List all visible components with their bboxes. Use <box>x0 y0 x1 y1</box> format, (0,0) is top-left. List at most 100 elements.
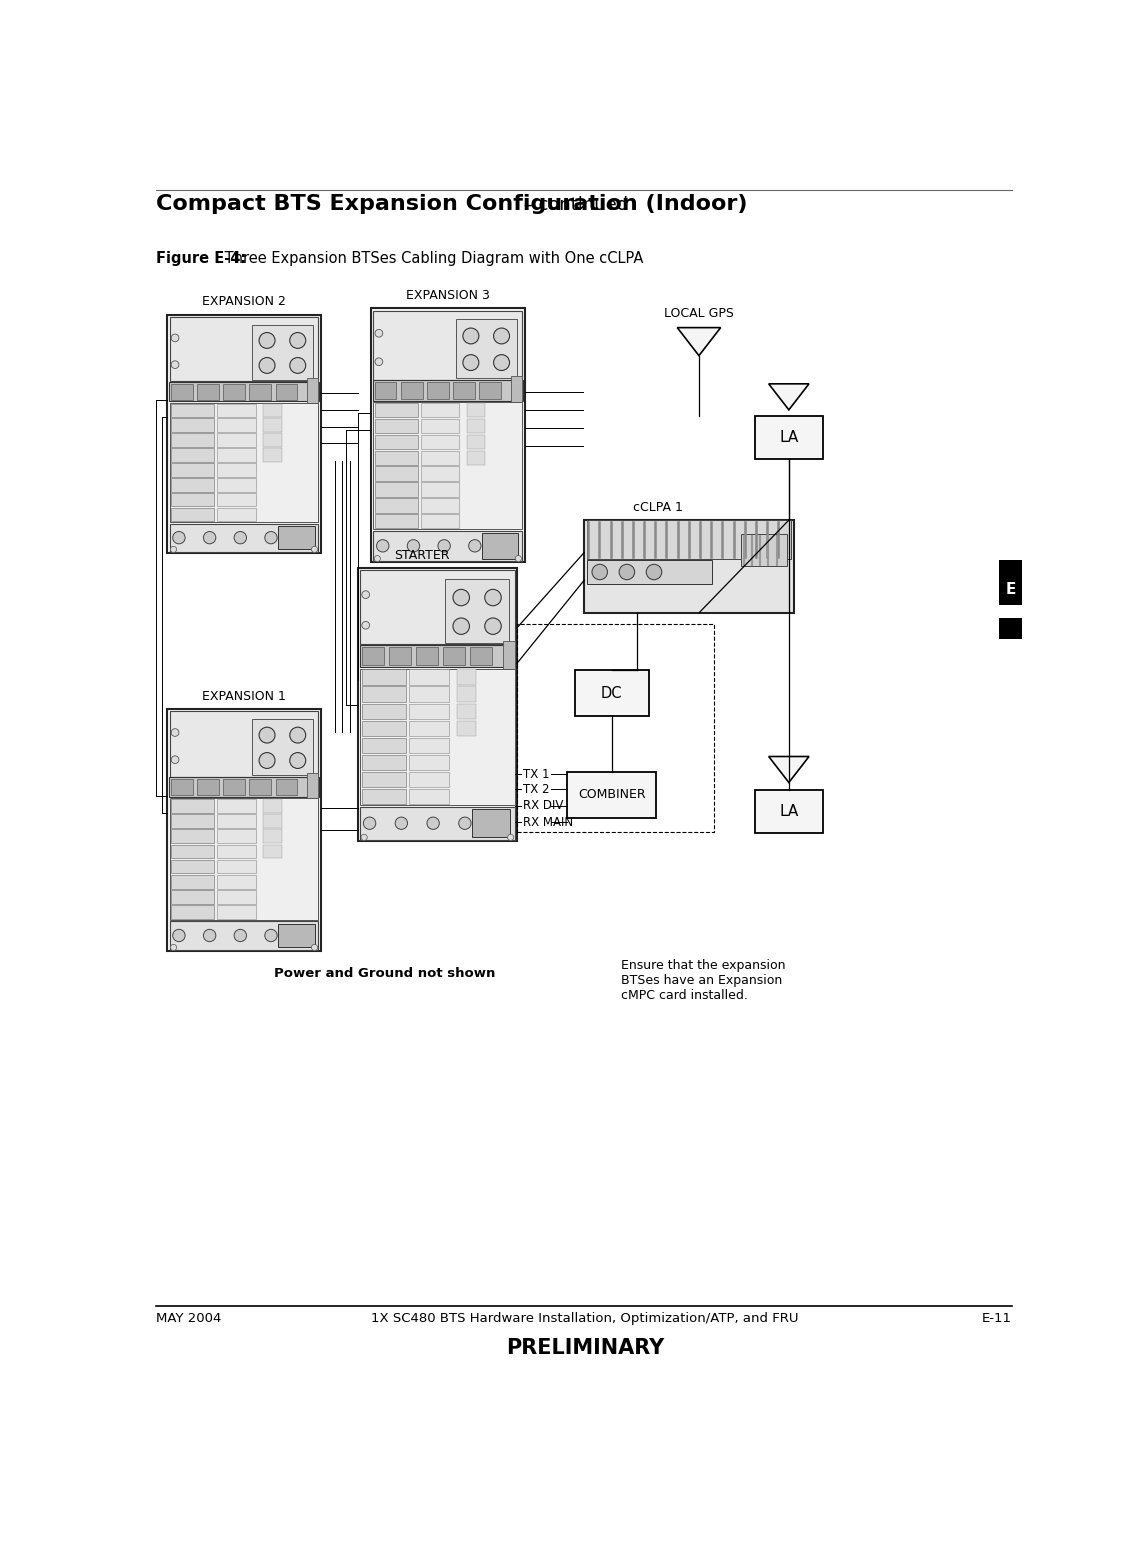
Bar <box>755 417 823 458</box>
Bar <box>421 403 459 417</box>
Bar <box>218 875 255 889</box>
Circle shape <box>290 727 306 744</box>
Text: Figure E-4:: Figure E-4: <box>156 250 246 265</box>
Text: E: E <box>1005 582 1016 597</box>
Bar <box>421 498 459 512</box>
Bar <box>263 449 282 461</box>
Bar <box>218 844 255 858</box>
Bar <box>263 844 282 858</box>
Bar <box>171 859 214 873</box>
Bar <box>218 478 255 492</box>
Circle shape <box>171 335 179 341</box>
Bar <box>360 571 514 645</box>
Bar <box>171 830 214 842</box>
Circle shape <box>494 329 510 344</box>
Circle shape <box>361 591 369 599</box>
Bar <box>307 378 318 403</box>
Text: Power and Ground not shown: Power and Ground not shown <box>275 967 496 980</box>
Bar <box>446 579 508 643</box>
Bar <box>584 520 793 613</box>
Circle shape <box>171 756 179 764</box>
Bar <box>218 799 255 813</box>
Bar <box>372 309 524 563</box>
Bar <box>409 738 449 753</box>
Bar <box>252 324 314 380</box>
Bar <box>481 532 519 559</box>
Bar <box>472 809 511 838</box>
Circle shape <box>290 333 306 349</box>
Bar <box>755 790 823 833</box>
Bar <box>467 451 486 464</box>
Bar <box>421 514 459 528</box>
Bar <box>218 434 255 447</box>
Bar <box>409 721 449 736</box>
Text: LA: LA <box>780 430 798 444</box>
Bar <box>263 404 282 417</box>
Bar <box>171 875 214 889</box>
Bar <box>467 403 486 417</box>
Circle shape <box>170 546 177 552</box>
Bar <box>375 483 418 497</box>
Bar <box>263 418 282 432</box>
Bar <box>171 463 214 477</box>
Bar <box>409 772 449 787</box>
Circle shape <box>234 531 246 543</box>
Bar <box>218 906 255 920</box>
Bar <box>358 568 516 841</box>
Bar <box>999 617 1023 639</box>
Bar <box>278 924 315 947</box>
Circle shape <box>507 835 514 841</box>
Bar <box>218 463 255 477</box>
Circle shape <box>203 929 215 941</box>
Bar <box>568 772 657 818</box>
Bar <box>250 779 271 795</box>
Bar <box>361 721 406 736</box>
Bar <box>307 773 318 798</box>
Circle shape <box>171 361 179 369</box>
Circle shape <box>463 355 479 370</box>
Text: Ensure that the expansion
BTSes have an Expansion
cMPC card installed.: Ensure that the expansion BTSes have an … <box>621 960 785 1001</box>
Bar <box>250 384 271 400</box>
Bar <box>171 494 214 506</box>
Circle shape <box>592 565 608 580</box>
Circle shape <box>374 555 381 562</box>
Circle shape <box>364 818 376 830</box>
Bar <box>587 560 712 583</box>
Bar <box>360 668 514 805</box>
Bar <box>375 514 418 528</box>
Circle shape <box>375 329 383 336</box>
Text: cCLPA 1: cCLPA 1 <box>633 501 683 514</box>
Circle shape <box>203 531 215 543</box>
Bar <box>218 815 255 829</box>
Bar <box>276 384 298 400</box>
Circle shape <box>290 753 306 768</box>
Bar <box>575 670 649 716</box>
Bar <box>409 687 449 702</box>
Circle shape <box>494 355 510 370</box>
Bar <box>409 670 449 685</box>
Bar <box>276 779 298 795</box>
Bar <box>168 315 320 554</box>
Circle shape <box>311 546 318 552</box>
Text: EXPANSION 1: EXPANSION 1 <box>202 690 286 702</box>
Text: TX 2: TX 2 <box>523 782 549 796</box>
Bar <box>361 772 406 787</box>
Text: STARTER: STARTER <box>394 549 449 562</box>
Circle shape <box>407 540 420 552</box>
Bar <box>516 623 715 832</box>
Circle shape <box>453 589 470 606</box>
Text: RX MAIN: RX MAIN <box>523 816 573 829</box>
Bar <box>587 520 791 559</box>
Bar <box>421 451 459 464</box>
Bar <box>374 403 522 529</box>
Bar <box>428 381 449 400</box>
Bar <box>375 435 418 449</box>
Bar <box>421 466 459 481</box>
Text: Compact BTS Expansion Configuration (Indoor): Compact BTS Expansion Configuration (Ind… <box>156 194 748 214</box>
Bar <box>467 435 486 449</box>
Bar <box>170 316 318 381</box>
Bar <box>218 494 255 506</box>
Bar <box>457 721 477 736</box>
Bar <box>375 403 418 417</box>
Circle shape <box>259 753 275 768</box>
